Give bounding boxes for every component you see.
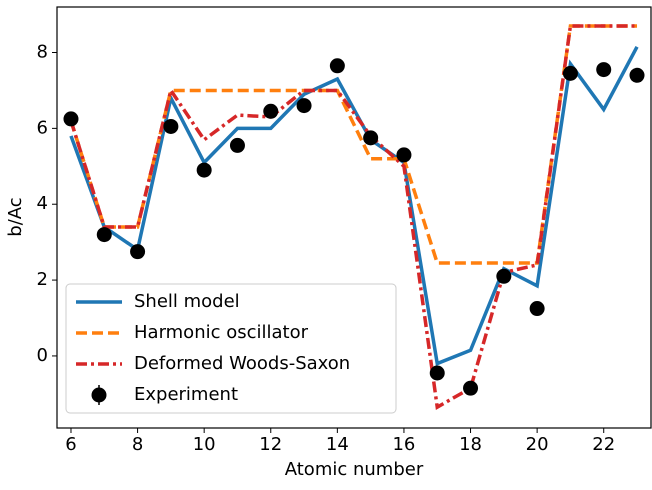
experiment-point: [296, 98, 312, 114]
experiment-point: [63, 111, 79, 127]
x-tick-label: 6: [65, 434, 76, 455]
experiment-point: [496, 268, 512, 284]
experiment-point: [130, 244, 146, 260]
legend-box: [65, 283, 397, 414]
y-tick-label: 0: [37, 345, 48, 366]
x-axis-label: Atomic number: [285, 459, 424, 480]
legend-swatch: [91, 387, 107, 403]
x-tick-label: 14: [326, 434, 349, 455]
y-tick-label: 6: [37, 117, 48, 138]
series-line: [69, 24, 638, 265]
y-axis-label: b/Ac: [5, 197, 26, 236]
y-tick-label: 8: [37, 42, 48, 63]
experiment-point: [629, 67, 645, 83]
experiment-point: [96, 227, 112, 243]
experiment-point: [429, 365, 445, 381]
experiment-point: [562, 65, 578, 81]
y-tick-label: 2: [37, 269, 48, 290]
experiment-point: [229, 137, 245, 153]
x-tick-label: 16: [392, 434, 415, 455]
x-tick-label: 12: [259, 434, 282, 455]
x-tick-label: 10: [193, 434, 216, 455]
experiment-point: [263, 103, 279, 119]
legend-label: Shell model: [134, 291, 240, 312]
x-tick-label: 20: [526, 434, 549, 455]
legend-label: Experiment: [134, 384, 238, 405]
experiment-point: [596, 62, 612, 78]
plot-frame: [56, 6, 652, 429]
legend-label: Harmonic oscillator: [134, 322, 309, 343]
experiment-point: [363, 130, 379, 146]
legend-label: Deformed Woods-Saxon: [134, 353, 350, 374]
x-tick-label: 18: [459, 434, 482, 455]
experiment-point: [529, 301, 545, 317]
experiment-point: [396, 147, 412, 163]
y-tick-label: 4: [37, 193, 48, 214]
experiment-point: [463, 380, 479, 396]
experiment-point: [329, 58, 345, 74]
series-line: [69, 24, 638, 410]
experiment-point: [196, 162, 212, 178]
x-tick-label: 8: [132, 434, 143, 455]
x-tick-label: 22: [592, 434, 615, 455]
experiment-point: [163, 118, 179, 134]
